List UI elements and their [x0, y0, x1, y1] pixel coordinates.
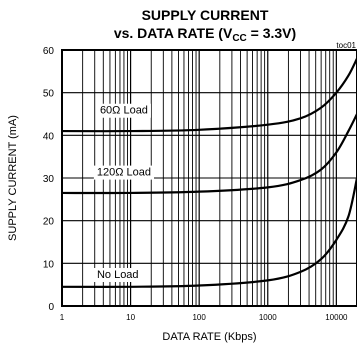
y-axis-label: SUPPLY CURRENT (mA): [7, 115, 19, 241]
plot-frame: [61, 49, 357, 307]
y-tick-label: 10: [43, 259, 55, 270]
series-label: 120Ω Load: [93, 165, 154, 180]
title-prefix: vs. DATA RATE (V: [114, 25, 233, 41]
figure-code: toc01: [336, 41, 356, 50]
x-tick-label: 10000: [325, 313, 348, 322]
series-label-bg: [93, 165, 154, 180]
title-suffix: = 3.3V): [247, 25, 296, 41]
x-tick-label: 10: [126, 313, 135, 322]
y-tick-label: 50: [43, 89, 55, 100]
series-label: 60Ω Load: [96, 103, 151, 118]
series-label: No Load: [93, 268, 142, 282]
series-curves: [61, 58, 357, 288]
y-tick-label: 0: [48, 302, 54, 313]
series-label-text: No Load: [97, 269, 139, 281]
title-subscript: CC: [232, 33, 246, 44]
series-line: [61, 113, 357, 195]
y-tick-label: 30: [43, 174, 55, 185]
chart-title-line1: SUPPLY CURRENT: [142, 7, 269, 23]
chart-title-line2: vs. DATA RATE (VCC = 3.3V): [114, 25, 296, 44]
y-tick-label: 40: [43, 131, 55, 142]
x-tick-label: 1000: [259, 313, 277, 322]
series-label-bg: [96, 103, 151, 118]
y-tick-label: 20: [43, 217, 55, 228]
series-label-text: 120Ω Load: [97, 167, 151, 179]
x-tick-label: 100: [192, 313, 206, 322]
series-line: [61, 58, 357, 133]
series-line: [61, 177, 357, 288]
x-tick-label: 1: [60, 313, 65, 322]
y-tick-label: 60: [43, 46, 55, 57]
series-label-bg: [93, 268, 142, 282]
series-labels: 60Ω Load 120Ω Load No Load: [93, 103, 154, 282]
tick-labels: 0 10 20 30 40 50 60 1 10 100 1000 10000: [43, 46, 348, 322]
x-axis-label: DATA RATE (Kbps): [162, 331, 256, 343]
series-label-text: 60Ω Load: [100, 105, 148, 117]
